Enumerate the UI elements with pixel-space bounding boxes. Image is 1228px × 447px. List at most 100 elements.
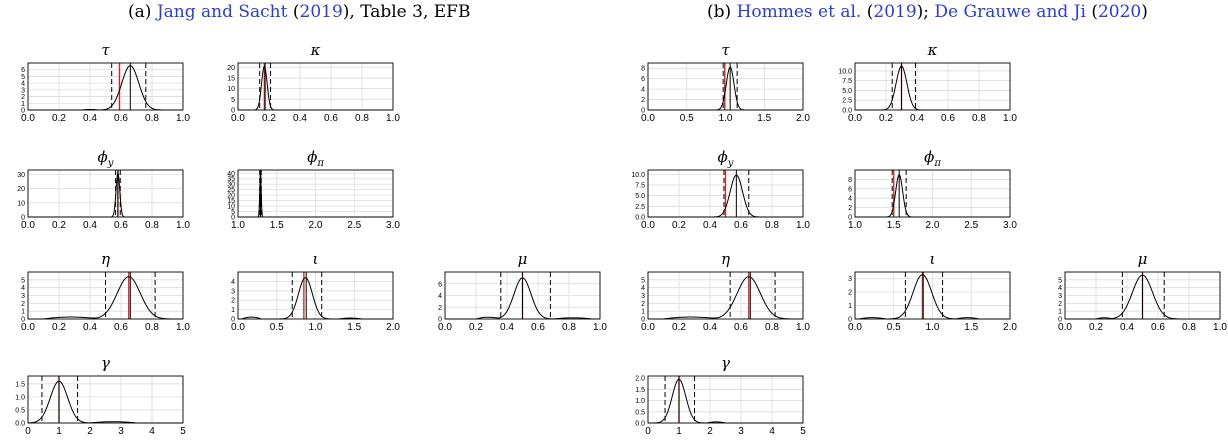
caption-text: (: [1085, 2, 1098, 22]
y-tick-label: 5: [231, 97, 235, 104]
x-tick-label: 1.0: [176, 113, 190, 124]
y-tick-label: 1: [231, 307, 235, 314]
plot-frame: [647, 169, 804, 218]
citation-link[interactable]: De Grauwe and Ji: [934, 2, 1086, 22]
x-tick-label: 0.2: [52, 220, 66, 231]
y-tick-label: 0: [848, 317, 852, 324]
caption-text: ): [1141, 2, 1148, 22]
subplot-b-15: γ 0 1 2 3 4 5 0.0 0.5 1.0 1.5 2.0: [635, 354, 806, 437]
y-tick-label: 7.5: [842, 78, 852, 85]
x-tick-label: 1.0: [386, 113, 400, 124]
subplot-title: ι: [930, 250, 936, 268]
x-tick-label: 2.5: [347, 220, 361, 231]
x-tick-label: 0.0: [1058, 322, 1072, 333]
x-tick-label: 0.6: [324, 113, 338, 124]
y-tick-label: 8: [641, 66, 645, 73]
subplot-title: ϕy: [718, 148, 734, 169]
citation-link[interactable]: 2019: [299, 2, 343, 22]
plot-frame: [647, 62, 804, 111]
x-tick-label: 0.4: [703, 322, 717, 333]
y-tick-label: 35: [227, 176, 235, 183]
y-tick-label: 2.0: [635, 376, 645, 383]
y-tick-label: 5: [21, 277, 25, 284]
x-tick-label: 2.0: [796, 113, 810, 124]
subplot-a-2: ϕy 0.0 0.2 0.4 0.6 0.8 1.0 0 10 20 30: [17, 148, 190, 231]
y-tick-label: 5.0: [635, 193, 645, 200]
y-tick-label: 6: [848, 186, 852, 193]
y-tick-label: 0: [641, 317, 645, 324]
y-tick-label: 20: [17, 186, 25, 193]
density-curve: [648, 276, 803, 320]
x-tick-label: 1.0: [926, 322, 940, 333]
x-tick-label: 3: [118, 426, 124, 437]
citation-link[interactable]: Jang and Sacht: [156, 2, 288, 22]
y-tick-label: 4: [848, 196, 852, 203]
subplot-b-11: ϕπ 1.0 1.5 2.0 2.5 3.0 0 2 4 6 8: [848, 148, 1017, 231]
y-tick-label: 5: [1058, 277, 1062, 284]
x-tick-label: 1.0: [1213, 322, 1227, 333]
x-tick-label: 3.0: [386, 220, 400, 231]
caption-text: (a): [128, 2, 157, 22]
plot-area: [28, 376, 183, 423]
y-tick-label: 4: [641, 87, 645, 94]
plot-area: [648, 376, 803, 423]
y-tick-label: 5.0: [842, 88, 852, 95]
y-tick-label: 0: [231, 317, 235, 324]
y-tick-label: 10: [17, 200, 25, 207]
x-tick-label: 1.5: [270, 220, 284, 231]
x-tick-label: 0.8: [562, 322, 576, 333]
y-tick-label: 6: [438, 281, 442, 288]
x-tick-label: 0.5: [680, 113, 694, 124]
subplot-b-8: τ 0.0 0.5 1.0 1.5 2.0 0 2 4 6 8: [641, 41, 810, 124]
y-tick-label: 5: [231, 209, 235, 216]
x-tick-label: 1.0: [176, 322, 190, 333]
x-tick-label: 0.4: [1120, 322, 1134, 333]
y-tick-label: 15: [227, 75, 235, 82]
y-tick-label: 6: [21, 67, 25, 74]
x-tick-label: 0.8: [972, 113, 986, 124]
y-tick-label: 1.5: [15, 381, 25, 388]
x-tick-label: 1.0: [1003, 113, 1017, 124]
x-tick-label: 0.0: [848, 322, 862, 333]
caption-text: );: [916, 2, 935, 22]
x-tick-label: 0.2: [879, 113, 893, 124]
citation-link[interactable]: 2020: [1097, 2, 1142, 22]
subplot-a-5: ι 0.0 0.5 1.0 1.5 2.0 0 1 2 3 4: [231, 250, 400, 333]
y-tick-label: 20: [227, 65, 235, 72]
y-tick-label: 2: [1058, 301, 1062, 308]
y-tick-label: 0: [231, 108, 235, 115]
x-tick-label: 0.4: [83, 220, 97, 231]
x-tick-label: 1.5: [347, 322, 361, 333]
plot-frame: [27, 62, 184, 111]
x-tick-label: 0.2: [262, 113, 276, 124]
citation-link[interactable]: 2019: [873, 2, 917, 22]
y-tick-label: 10.0: [631, 172, 645, 179]
x-tick-label: 2.0: [386, 322, 400, 333]
y-tick-label: 0.5: [635, 409, 645, 416]
y-tick-label: 2: [848, 205, 852, 212]
plot-frame: [444, 271, 601, 320]
y-tick-label: 2: [21, 94, 25, 101]
x-tick-label: 0.4: [83, 322, 97, 333]
x-tick-label: 0.0: [21, 113, 35, 124]
y-tick-label: 10.0: [838, 68, 852, 75]
x-tick-label: 0.6: [114, 220, 128, 231]
y-tick-label: 1.0: [635, 398, 645, 405]
y-tick-label: 25: [227, 187, 235, 194]
y-tick-label: 2: [641, 301, 645, 308]
plot-frame: [854, 271, 1011, 320]
y-tick-label: 2.5: [635, 204, 645, 211]
y-tick-label: 0.0: [635, 421, 645, 428]
y-tick-label: 2: [848, 290, 852, 297]
citation-link[interactable]: Hommes et al.: [736, 2, 862, 22]
y-tick-label: 1: [21, 101, 25, 108]
x-tick-label: 1.5: [964, 322, 978, 333]
y-tick-label: 30: [227, 182, 235, 189]
y-tick-label: 3: [21, 293, 25, 300]
x-tick-label: 0.2: [469, 322, 483, 333]
